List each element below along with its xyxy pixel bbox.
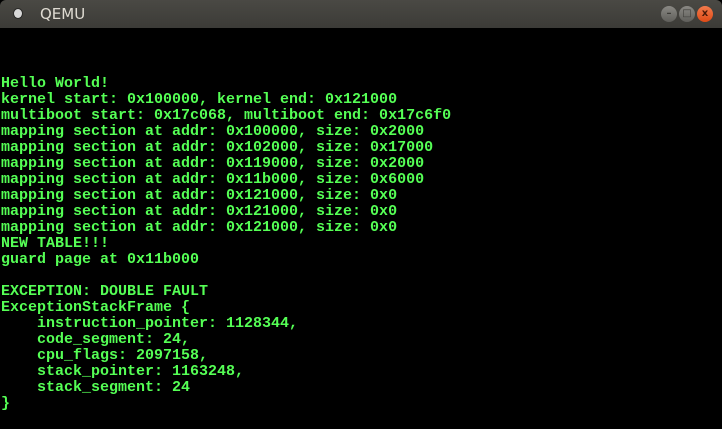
qemu-app-icon (14, 9, 22, 18)
window-title: QEMU (40, 5, 86, 23)
console-line: stack_segment: 24 (1, 379, 191, 396)
console-line: mapping section at addr: 0x102000, size:… (1, 139, 434, 156)
minimize-button[interactable]: – (661, 6, 677, 22)
console-line: ExceptionStackFrame { (1, 299, 191, 316)
console-line: mapping section at addr: 0x11b000, size:… (1, 171, 425, 188)
console-line: mapping section at addr: 0x100000, size:… (1, 123, 425, 140)
console-line: kernel start: 0x100000, kernel end: 0x12… (1, 91, 398, 108)
vga-console[interactable]: Hello World! kernel start: 0x100000, kern… (0, 28, 722, 429)
window-titlebar[interactable]: QEMU – □ x (0, 0, 722, 28)
maximize-button[interactable]: □ (679, 6, 695, 22)
console-line: mapping section at addr: 0x119000, size:… (1, 155, 425, 172)
console-line: code_segment: 24, (1, 331, 191, 348)
console-line: } (1, 395, 11, 412)
console-line: mapping section at addr: 0x121000, size:… (1, 219, 398, 236)
console-line: EXCEPTION: DOUBLE FAULT (1, 283, 209, 300)
console-line: mapping section at addr: 0x121000, size:… (1, 203, 398, 220)
console-line: multiboot start: 0x17c068, multiboot end… (1, 107, 452, 124)
console-line: Hello World! (1, 75, 110, 92)
console-line: instruction_pointer: 1128344, (1, 315, 299, 332)
console-line: mapping section at addr: 0x121000, size:… (1, 187, 398, 204)
close-button[interactable]: x (697, 6, 713, 22)
console-line: guard page at 0x11b000 (1, 251, 200, 268)
console-line: cpu_flags: 2097158, (1, 347, 209, 364)
console-line: NEW TABLE!!! (1, 235, 110, 252)
console-line: stack_pointer: 1163248, (1, 363, 245, 380)
